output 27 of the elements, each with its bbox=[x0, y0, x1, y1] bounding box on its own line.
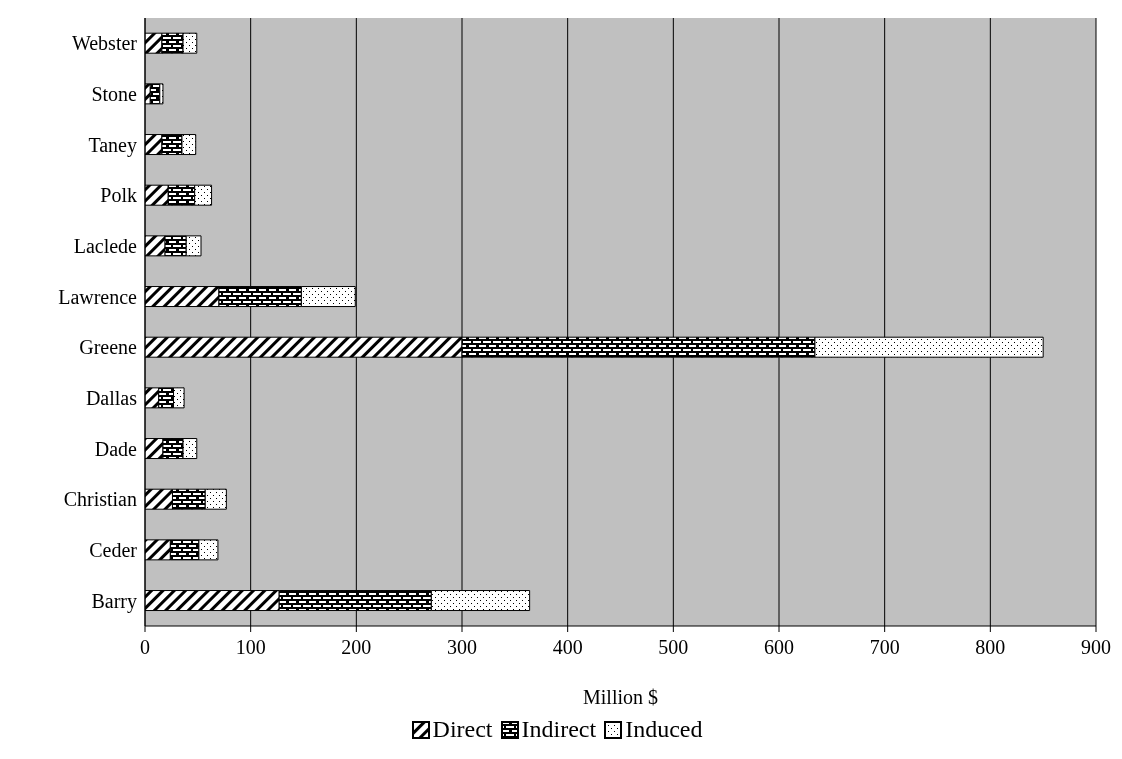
y-tick-label: Webster bbox=[71, 32, 138, 55]
legend-label: Direct bbox=[431, 716, 493, 743]
x-tick-label: 300 bbox=[447, 636, 477, 659]
x-tick-label: 400 bbox=[552, 636, 583, 659]
x-tick-label: 500 bbox=[658, 636, 689, 659]
y-tick-label: Polk bbox=[100, 184, 137, 207]
y-tick-label: Lawrence bbox=[58, 285, 138, 308]
y-tick-label: Taney bbox=[88, 133, 137, 157]
x-tick-label: 0 bbox=[140, 636, 150, 659]
y-tick-label: Stone bbox=[91, 83, 138, 106]
x-tick-label: 700 bbox=[869, 636, 900, 659]
y-tick-label: Ceder bbox=[89, 539, 138, 562]
y-tick-label: Barry bbox=[91, 589, 137, 613]
y-tick-label: Laclede bbox=[73, 235, 138, 258]
legend-label: Indirect bbox=[520, 716, 597, 743]
x-axis-title: Million $ bbox=[582, 686, 659, 708]
y-tick-label: Christian bbox=[63, 488, 137, 511]
x-tick-label: 100 bbox=[235, 636, 266, 659]
bar bbox=[149, 83, 161, 105]
x-tick-label: 200 bbox=[341, 636, 372, 659]
y-tick-label: Greene bbox=[79, 336, 138, 359]
x-tick-label: 600 bbox=[764, 636, 794, 659]
x-tick-label: 800 bbox=[975, 636, 1006, 659]
legend-label: Induced bbox=[624, 716, 703, 743]
y-tick-label: Dade bbox=[94, 437, 138, 460]
y-tick-label: Dallas bbox=[85, 387, 138, 410]
x-tick-label: 900 bbox=[1081, 636, 1111, 659]
